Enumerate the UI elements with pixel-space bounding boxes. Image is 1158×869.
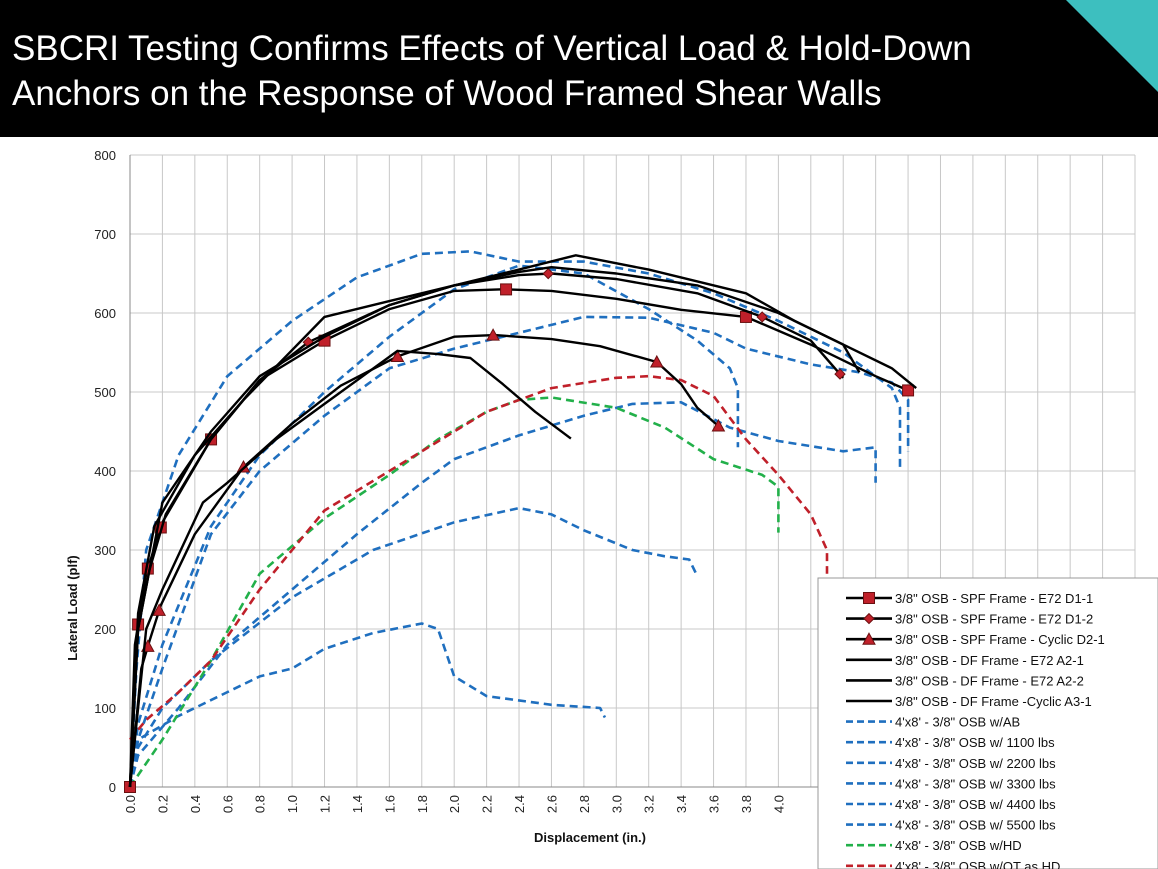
x-tick-label: 2.2 (480, 795, 495, 813)
chart-series (124, 250, 917, 793)
x-tick-label: 2.6 (544, 795, 559, 813)
legend-label: 3/8" OSB - SPF Frame - E72 D1-1 (895, 591, 1093, 606)
series-line (128, 250, 902, 788)
title-banner: SBCRI Testing Confirms Effects of Vertic… (0, 0, 1158, 137)
x-tick-label: 0.4 (188, 795, 203, 813)
legend-label: 3/8" OSB - DF Frame - E72 A2-2 (895, 673, 1084, 688)
y-tick-label: 800 (94, 148, 116, 163)
y-tick-label: 300 (94, 543, 116, 558)
series-line (128, 266, 917, 788)
legend-label: 3/8" OSB - DF Frame - E72 A2-1 (895, 653, 1084, 668)
legend-label: 4'x8' - 3/8" OSB w/ 2200 lbs (895, 756, 1056, 771)
data-point-marker (500, 283, 513, 296)
x-tick-label: 0.0 (123, 795, 138, 813)
legend-label: 4'x8' - 3/8" OSB w/HD (895, 838, 1022, 853)
series-line (128, 622, 607, 788)
x-tick-label: 0.2 (155, 795, 170, 813)
data-point-marker (756, 311, 768, 323)
x-tick-label: 1.6 (382, 795, 397, 813)
x-tick-label: 2.0 (447, 795, 462, 813)
x-tick-label: 2.4 (512, 795, 527, 813)
x-tick-label: 1.2 (318, 795, 333, 813)
legend-label: 4'x8' - 3/8" OSB w/ 4400 lbs (895, 797, 1056, 812)
x-tick-label: 3.8 (739, 795, 754, 813)
x-tick-label: 2.8 (577, 795, 592, 813)
x-tick-label: 3.6 (707, 795, 722, 813)
data-point-marker (486, 328, 500, 341)
y-tick-label: 200 (94, 622, 116, 637)
chart-legend: 3/8" OSB - SPF Frame - E72 D1-1 3/8" OSB … (817, 577, 1158, 869)
corner-accent (1066, 0, 1158, 92)
legend-label: 4'x8' - 3/8" OSB w/QT as HD (895, 859, 1060, 869)
data-point-marker (152, 603, 167, 616)
page-title: SBCRI Testing Confirms Effects of Vertic… (12, 29, 972, 113)
x-axis-ticks: 0.0 0.2 0.4 0.6 0.8 1.0 1.2 1.4 1.6 1.8 2.0 2.2 2.4 2… (123, 795, 786, 813)
x-tick-label: 1.4 (350, 795, 365, 813)
legend-marker (863, 612, 875, 625)
y-tick-label: 100 (94, 701, 116, 716)
legend-marker (863, 592, 875, 604)
data-point-marker (649, 354, 664, 368)
data-point-marker (390, 349, 405, 362)
x-tick-label: 0.6 (220, 795, 235, 813)
data-point-marker (711, 418, 726, 432)
x-tick-label: 4.0 (771, 795, 786, 813)
series-line (128, 401, 877, 788)
legend-label: 3/8" OSB - SPF Frame - E72 D1-2 (895, 612, 1093, 627)
x-tick-label: 3.2 (642, 795, 657, 813)
legend-label: 4'x8' - 3/8" OSB w/ 1100 lbs (895, 735, 1055, 750)
x-axis-label: Displacement (in.) (534, 830, 646, 845)
legend-marker (862, 632, 876, 645)
series-line (128, 264, 740, 788)
y-axis-ticks: 0 100 200 300 400 500 600 700 800 (94, 148, 116, 795)
x-tick-label: 0.8 (253, 795, 268, 813)
y-tick-label: 500 (94, 385, 116, 400)
series-line (128, 349, 572, 788)
legend-label: 4'x8' - 3/8" OSB w/ 5500 lbs (895, 818, 1056, 833)
data-point-marker (902, 384, 915, 397)
legend-label: 4'x8' - 3/8" OSB w/ 3300 lbs (895, 776, 1056, 791)
y-tick-label: 700 (94, 227, 116, 242)
series-line (128, 315, 910, 788)
y-tick-label: 0 (109, 780, 116, 795)
legend-label: 3/8" OSB - DF Frame -Cyclic A3-1 (895, 694, 1092, 709)
legend-label: 4'x8' - 3/8" OSB w/AB (895, 715, 1020, 730)
x-tick-label: 3.0 (609, 795, 624, 813)
y-axis-label: Lateral Load (plf) (65, 555, 80, 660)
corner-accent-triangle (1066, 0, 1158, 92)
legend-box (817, 577, 1158, 869)
data-point-marker (542, 267, 554, 280)
series-line (128, 288, 909, 788)
legend-label: 3/8" OSB - SPF Frame - Cyclic D2-1 (895, 632, 1105, 647)
series-line (128, 374, 829, 741)
y-tick-label: 400 (94, 464, 116, 479)
data-point-marker (834, 368, 846, 380)
shear-wall-chart: 0.0 0.2 0.4 0.6 0.8 1.0 1.2 1.4 1.6 1.8 2.0 2.2 2.4 2… (0, 137, 1158, 869)
x-tick-label: 3.4 (674, 795, 689, 813)
x-tick-label: 1.0 (285, 795, 300, 813)
x-tick-label: 1.8 (415, 795, 430, 813)
y-tick-label: 600 (94, 306, 116, 321)
